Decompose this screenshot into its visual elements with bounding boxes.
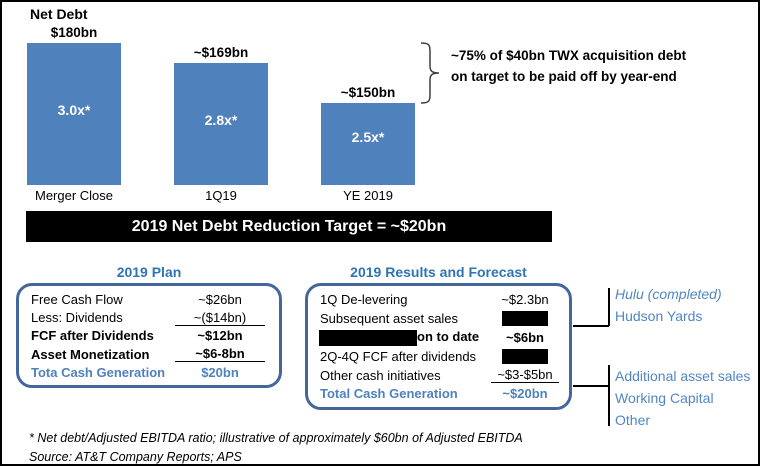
row-value-redacted	[491, 348, 559, 365]
category-label-ye2019: YE 2019	[343, 188, 393, 203]
table-row: FCF after Dividends ~$12bn	[19, 327, 279, 345]
side-note-group-asset-sales: Hulu (completed) Hudson Yards	[615, 283, 722, 327]
net-debt-bar-ye2019: 2.5x*	[321, 103, 415, 185]
results-table-title: 2019 Results and Forecast	[350, 264, 527, 280]
row-label: 1Q De-levering	[320, 291, 408, 307]
connector-line	[608, 365, 610, 426]
redaction-box	[502, 311, 548, 327]
side-note-other: Other	[615, 412, 651, 428]
row-label: Other cash initiatives	[320, 367, 441, 383]
row-value: ~$20bn	[502, 386, 548, 402]
chart-title: Net Debt	[30, 6, 88, 22]
row-value: $20bn	[201, 365, 239, 381]
acquisition-debt-annotation: ~75% of $40bn TWX acquisition debt on ta…	[451, 45, 686, 87]
table-row: 2Q-4Q FCF after dividends	[308, 347, 569, 366]
bar-value-label-ye2019: ~$150bn	[340, 85, 396, 100]
category-label-merger-close: Merger Close	[34, 188, 114, 203]
row-value: ~$12bn	[197, 328, 243, 344]
row-label: FCF after Dividends	[31, 328, 154, 344]
annotation-line-2: on target to be paid off by year-end	[451, 69, 677, 84]
row-label: 2Q-4Q FCF after dividends	[320, 348, 477, 364]
connector-line	[608, 288, 610, 326]
bar-value-label-merger-close: $180bn	[50, 25, 98, 40]
row-label: Free Cash Flow	[31, 291, 123, 307]
bar-value-label-1q19: ~$169bn	[193, 45, 249, 60]
leverage-ratio-label: 2.5x*	[351, 129, 385, 145]
row-value: ~$2.3bn	[501, 291, 549, 307]
net-debt-bar-merger-close: 3.0x*	[27, 43, 121, 185]
table-row: Subsequent asset sales	[308, 309, 569, 328]
net-debt-target-banner: 2019 Net Debt Reduction Target = ~$20bn	[26, 211, 552, 242]
banner-text: 2019 Net Debt Reduction Target = ~$20bn	[131, 217, 447, 235]
row-label: Subsequent asset sales	[320, 310, 459, 326]
row-label: Less: Dividends	[31, 310, 123, 326]
table-row: Asset Monetization ~$6-8bn	[19, 345, 279, 363]
row-value: ~$6bn	[506, 329, 544, 345]
table-row: 1Q De-levering ~$2.3bn	[308, 290, 569, 309]
row-label: Asset Monetization	[31, 346, 150, 362]
plan-table-title: 2019 Plan	[116, 264, 182, 280]
row-label: Tota Cash Generation	[31, 365, 166, 381]
footnote: * Net debt/Adjusted EBITDA ratio; illust…	[29, 431, 523, 445]
source-note: Source: AT&T Company Reports; APS	[29, 450, 242, 464]
row-value-redacted	[491, 310, 559, 327]
redaction-box	[319, 329, 417, 346]
side-note-hudson-yards: Hudson Yards	[615, 308, 703, 324]
row-label-partially-redacted: on to date	[319, 328, 491, 346]
connector-line	[573, 385, 609, 387]
row-value: ~$26bn	[198, 291, 242, 307]
row-value: ~$3-$5bn	[491, 367, 559, 383]
side-note-working-capital: Working Capital	[615, 390, 714, 406]
row-value: ~($14bn)	[175, 310, 265, 326]
row-label: Total Cash Generation	[320, 386, 458, 402]
table-row: on to date ~$6bn	[308, 328, 569, 347]
side-note-additional-asset-sales: Additional asset sales	[615, 368, 751, 384]
row-label-visible: on to date	[417, 328, 480, 344]
table-row: Less: Dividends ~($14bn)	[19, 308, 279, 326]
table-row: Free Cash Flow ~$26bn	[19, 290, 279, 308]
category-label-1q19: 1Q19	[205, 188, 237, 203]
annotation-line-1: ~75% of $40bn TWX acquisition debt	[451, 48, 687, 63]
table-row-total: Total Cash Generation ~$20bn	[308, 384, 569, 403]
row-value: ~$6-8bn	[175, 346, 265, 363]
plan-table: Free Cash Flow ~$26bn Less: Dividends ~(…	[16, 283, 282, 388]
table-row-total: Tota Cash Generation $20bn	[19, 364, 279, 382]
leverage-ratio-label: 2.8x*	[204, 112, 238, 128]
leverage-ratio-label: 3.0x*	[57, 102, 91, 118]
redaction-box	[502, 349, 548, 365]
side-note-hulu: Hulu (completed)	[615, 286, 722, 302]
side-note-group-other-initiatives: Additional asset sales Working Capital O…	[615, 365, 750, 431]
connector-line	[573, 325, 609, 327]
results-table: 1Q De-levering ~$2.3bn Subsequent asset …	[305, 283, 572, 410]
right-curly-brace-icon	[420, 42, 440, 104]
table-row: Other cash initiatives ~$3-$5bn	[308, 366, 569, 385]
net-debt-bar-1q19: 2.8x*	[174, 63, 268, 185]
